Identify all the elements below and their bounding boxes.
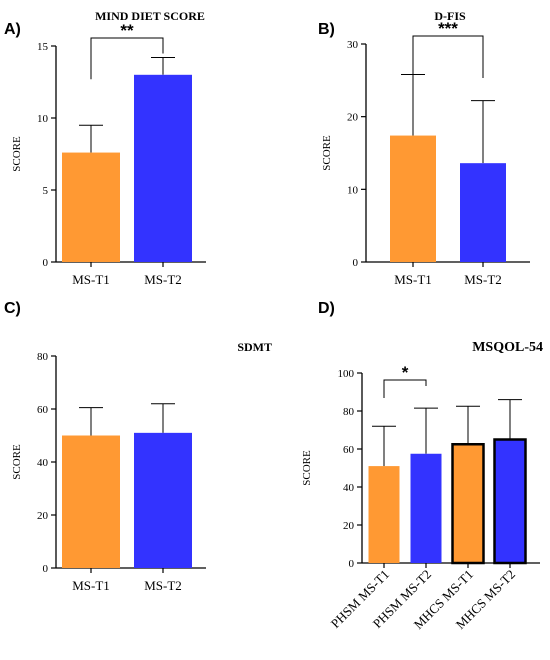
- x-tick-label: MS-T1: [72, 578, 110, 593]
- significance-stars: ***: [438, 19, 458, 38]
- y-tick-label: 0: [43, 257, 49, 269]
- chart-title: MSQOL-54: [472, 340, 543, 355]
- significance-bracket: [90, 37, 164, 80]
- significance-bracket: [383, 379, 427, 398]
- y-tick-label: 0: [353, 257, 359, 269]
- chart-title: SDMT: [237, 340, 272, 354]
- y-tick-label: 20: [37, 510, 49, 522]
- y-tick-label: 0: [43, 563, 49, 575]
- y-axis-label: SCORE: [321, 135, 333, 171]
- y-tick-label: 60: [343, 444, 355, 456]
- y-tick-label: 5: [43, 185, 49, 197]
- bar: [62, 435, 120, 568]
- x-tick-label: MS-T1: [394, 272, 432, 287]
- panel-label: D): [318, 300, 335, 317]
- y-tick-label: 30: [347, 39, 359, 51]
- chart-title: MIND DIET SCORE: [95, 9, 205, 23]
- chart-title: D-FIS: [434, 9, 466, 23]
- y-tick-label: 15: [37, 41, 49, 53]
- bar: [134, 74, 192, 262]
- y-tick-label: 10: [347, 184, 359, 196]
- y-tick-label: 40: [37, 457, 49, 469]
- x-tick-label: MS-T2: [464, 272, 502, 287]
- y-tick-label: 10: [37, 113, 49, 125]
- panel-label: A): [4, 21, 21, 38]
- y-tick-label: 40: [343, 482, 355, 494]
- bar: [493, 438, 527, 565]
- bar: [460, 163, 506, 262]
- x-tick-label: MS-T1: [72, 272, 110, 287]
- bar: [410, 453, 442, 563]
- bar: [368, 466, 400, 563]
- y-axis-label: SCORE: [301, 450, 313, 486]
- significance-stars: *: [402, 363, 409, 382]
- x-tick-label: MS-T2: [144, 272, 182, 287]
- y-tick-label: 80: [37, 351, 49, 363]
- chart-panel-1: A) MIND DIET SCORE 0 5 10 15 SCORE MS-T1 MS-T2 **: [4, 9, 206, 287]
- y-axis-label: SCORE: [11, 444, 23, 480]
- bar: [134, 432, 192, 568]
- panel-label: B): [318, 21, 335, 38]
- bar: [451, 443, 485, 565]
- x-tick-label: MS-T2: [144, 578, 182, 593]
- panel-label: C): [4, 300, 21, 317]
- chart-panel-2: B) D-FIS 0 10 20 30 SCORE MS-T1 MS-T2 ***: [318, 9, 530, 287]
- y-tick-label: 60: [37, 404, 49, 416]
- y-axis-label: SCORE: [11, 136, 23, 172]
- bar: [390, 135, 436, 262]
- y-tick-label: 20: [347, 112, 359, 124]
- y-tick-label: 100: [338, 368, 355, 380]
- significance-bracket: [412, 35, 484, 78]
- chart-panel-3: C) SDMT 0 20 40 60 80 SCORE MS-T1 MS-T2: [4, 300, 272, 593]
- y-tick-label: 80: [343, 406, 355, 418]
- y-tick-label: 0: [349, 558, 355, 570]
- significance-stars: **: [120, 21, 134, 40]
- bar: [62, 152, 120, 262]
- y-tick-label: 20: [343, 520, 355, 532]
